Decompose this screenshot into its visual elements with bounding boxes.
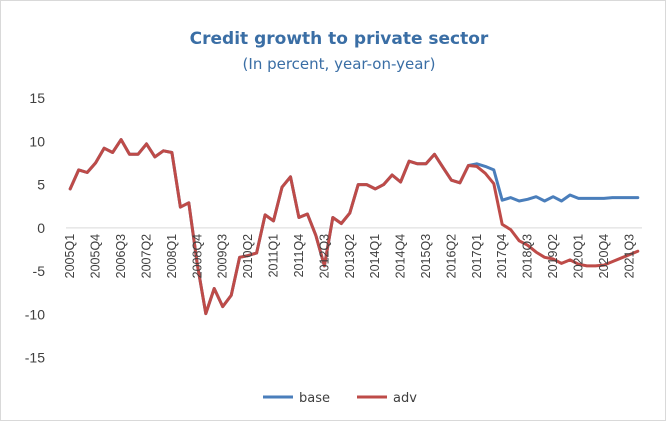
y-tick-label: -15 <box>25 350 45 366</box>
x-tick-label: 2013Q2 <box>343 234 357 279</box>
chart-title: Credit growth to private sector <box>190 29 489 49</box>
x-tick-label: 2005Q4 <box>89 234 103 279</box>
y-tick-label: 0 <box>37 220 45 236</box>
y-tick-label: -5 <box>33 263 46 279</box>
x-tick-label: 2008Q4 <box>190 234 204 279</box>
x-tick-label: 2005Q1 <box>63 234 77 279</box>
x-tick-label: 2009Q3 <box>216 234 230 279</box>
y-tick-label: 15 <box>29 90 45 106</box>
series-line-base <box>68 138 640 316</box>
x-tick-label: 2007Q2 <box>139 234 153 279</box>
x-axis-ticks: 2005Q1 2005Q4 2006Q3 2007Q2 2008Q1 2008Q4 2009… <box>63 234 636 279</box>
series-lines <box>68 138 640 316</box>
legend-label-base: base <box>299 391 330 406</box>
x-tick-label: 2014Q4 <box>394 234 408 279</box>
x-tick-label: 2012Q3 <box>317 234 331 279</box>
x-tick-label: 2017Q1 <box>470 234 484 279</box>
y-tick-label: -10 <box>25 306 45 322</box>
x-tick-label: 2016Q2 <box>444 234 458 279</box>
x-tick-label: 2019Q2 <box>546 234 560 279</box>
x-tick-label: 2011Q4 <box>292 234 306 278</box>
x-tick-label: 2015Q3 <box>419 234 433 279</box>
x-tick-label: 2020Q4 <box>597 234 611 279</box>
x-tick-label: 2018Q3 <box>521 234 535 279</box>
chart-subtitle: (In percent, year-on-year) <box>243 55 436 73</box>
x-tick-label: 2021Q3 <box>622 234 636 279</box>
y-axis-ticks: 15 10 5 0 -5 -10 -15 <box>25 90 45 366</box>
series-line-adv <box>68 138 640 316</box>
x-tick-label: 2011Q1 <box>267 234 281 278</box>
x-tick-label: 2006Q3 <box>114 234 128 279</box>
y-tick-label: 10 <box>29 133 45 149</box>
legend-label-adv: adv <box>393 391 417 406</box>
x-tick-label: 2017Q4 <box>495 234 509 279</box>
y-tick-label: 5 <box>37 177 45 193</box>
x-tick-label: 2008Q1 <box>165 234 179 279</box>
x-tick-label: 2020Q1 <box>571 234 585 279</box>
x-tick-label: 2010Q2 <box>241 234 255 279</box>
legend: base adv <box>263 391 417 406</box>
x-tick-label: 2014Q1 <box>368 234 382 279</box>
